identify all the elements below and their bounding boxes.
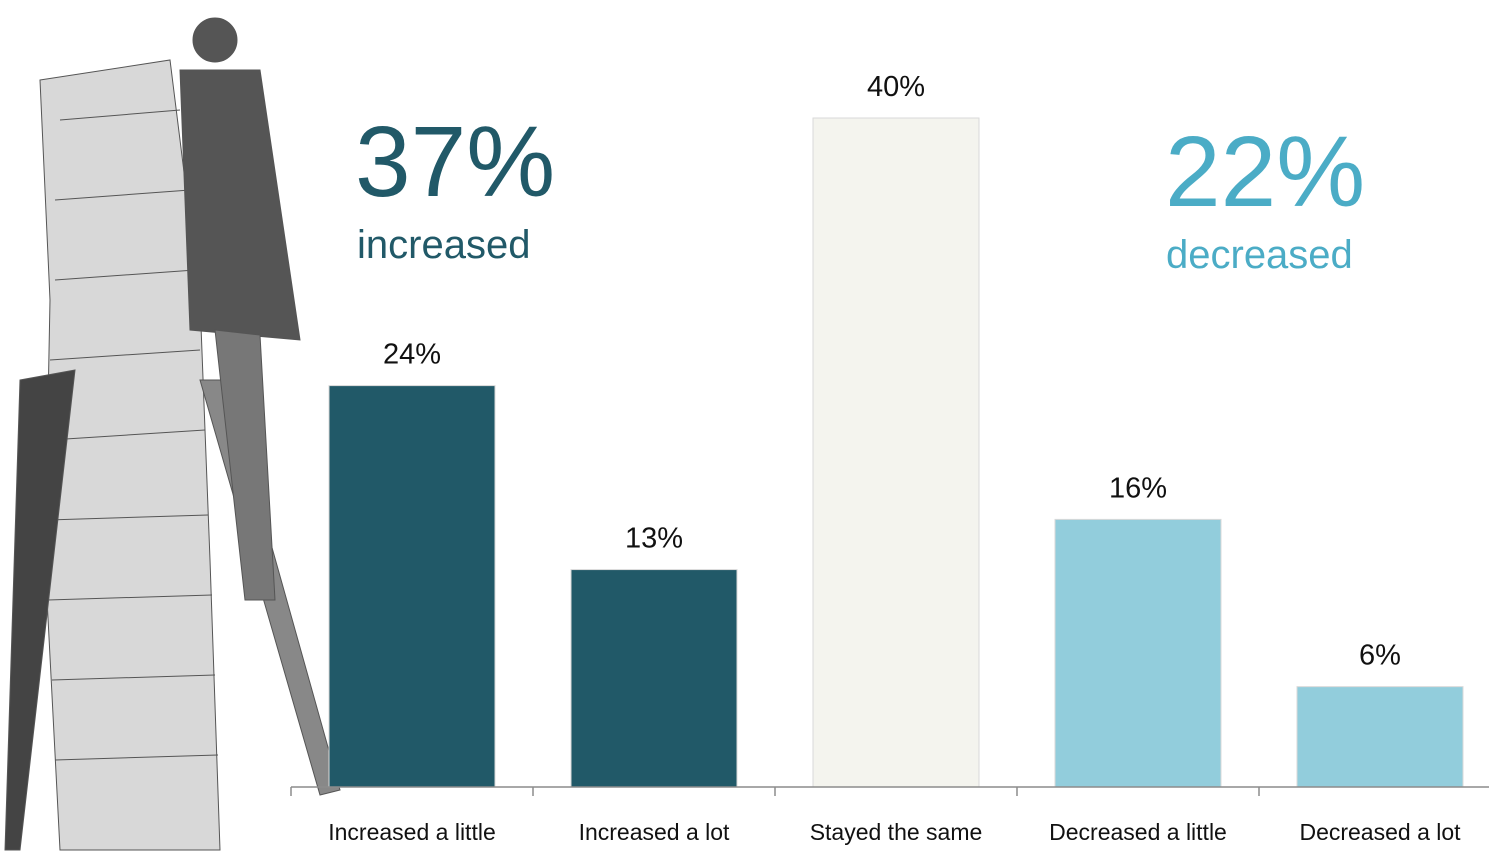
annotation: increased xyxy=(357,223,530,267)
value-label: 24% xyxy=(383,339,441,371)
paper-stack-illustration xyxy=(4,17,341,851)
x-tick-label: Decreased a lot xyxy=(1299,819,1461,845)
annotation: decreased xyxy=(1166,233,1353,277)
annotation: 22% xyxy=(1165,116,1365,228)
x-tick-label: Stayed the same xyxy=(810,819,983,845)
value-label: 40% xyxy=(867,71,925,103)
bar xyxy=(1296,686,1464,788)
value-label: 13% xyxy=(625,523,683,555)
value-label: 6% xyxy=(1359,640,1401,672)
bar xyxy=(1054,518,1222,788)
bar xyxy=(328,385,496,788)
bar xyxy=(570,569,738,788)
x-tick-label: Increased a little xyxy=(328,819,495,845)
x-tick-label: Decreased a little xyxy=(1049,819,1227,845)
annotation: 37% xyxy=(355,106,555,218)
x-tick-label: Increased a lot xyxy=(579,819,730,845)
value-label: 16% xyxy=(1109,472,1167,504)
bar xyxy=(812,117,980,788)
